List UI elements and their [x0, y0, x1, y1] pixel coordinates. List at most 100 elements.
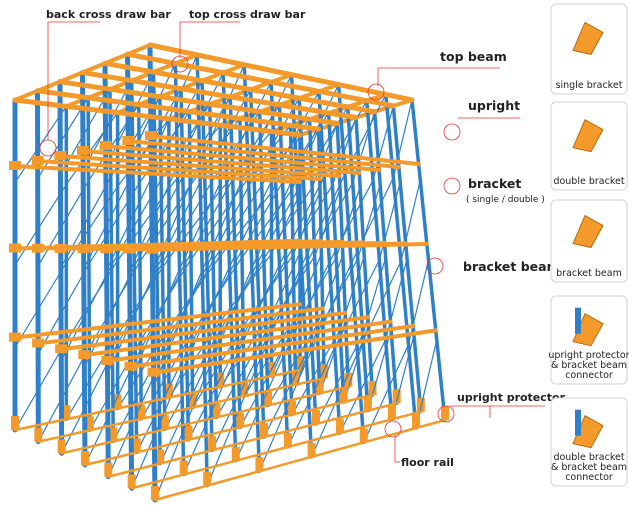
upright-protector [156, 449, 165, 464]
upright-protector [392, 389, 401, 404]
bracket [99, 141, 112, 150]
callout-line [47, 21, 100, 140]
floor-rail [37, 377, 326, 443]
upright-protector [137, 404, 146, 419]
bracket-beam [82, 315, 370, 358]
callout-label: bracket [468, 176, 521, 191]
bracing [178, 169, 227, 270]
floor-rail [83, 393, 374, 467]
bracing [151, 161, 201, 274]
part-label: double bracket [553, 452, 624, 463]
bracing [219, 130, 273, 192]
part-label: connector [565, 370, 613, 381]
bracing [350, 177, 394, 265]
bracket-beam [149, 134, 421, 166]
bracket [55, 344, 68, 354]
upright-protector [188, 393, 197, 408]
upright-protector [11, 416, 19, 430]
upright-protector [151, 486, 159, 500]
bracing [150, 54, 198, 160]
upright-protector [236, 413, 245, 428]
bracing [225, 81, 272, 171]
callout-label: back cross draw bar [46, 8, 171, 21]
upright-protector [208, 436, 217, 451]
floor-rail [130, 410, 423, 490]
upright-protector [291, 370, 300, 385]
bracing [339, 339, 387, 434]
part-label: connector [565, 472, 613, 483]
bracket [78, 350, 91, 360]
bracing [154, 80, 203, 171]
bracket-beam [126, 139, 401, 169]
bracket-beam [81, 149, 362, 175]
callout-line [450, 405, 545, 418]
floor-rail [153, 418, 447, 502]
callout-circle [171, 55, 189, 73]
part-label: double bracket [553, 176, 624, 187]
callout-circle [426, 257, 444, 275]
bracing [203, 88, 252, 174]
icon-shape [572, 214, 604, 249]
bracing [37, 180, 90, 267]
upright-protector [203, 471, 212, 486]
upright-protector [311, 409, 320, 424]
bracing [305, 262, 352, 362]
upright-protector [315, 379, 324, 394]
bracket [123, 244, 136, 254]
bracket [147, 367, 160, 377]
upright-protector [57, 439, 66, 454]
upright-protector [387, 405, 396, 420]
icon-blue [575, 307, 581, 334]
upright-protector [212, 403, 221, 418]
bracing [204, 267, 253, 379]
callout-circle [437, 405, 455, 423]
bracing [267, 324, 318, 406]
bracing [37, 97, 89, 180]
upright-protector [184, 425, 193, 440]
callout-circle [367, 83, 385, 101]
floor-rail [60, 385, 350, 455]
bracing [378, 181, 401, 261]
bracket [31, 243, 44, 253]
part-icon [572, 21, 604, 55]
bracing [211, 349, 262, 451]
bracket-beam [35, 159, 322, 181]
callout-circle [384, 420, 402, 438]
bracket [77, 244, 90, 254]
upright-protector [339, 388, 348, 402]
callout-label: floor rail [401, 456, 454, 469]
bracing [255, 265, 303, 371]
part-icon [572, 118, 604, 153]
bracing [400, 179, 421, 262]
icon-blue [575, 409, 581, 436]
bracket-beam [105, 319, 393, 363]
upright-protector [240, 382, 249, 397]
bracing [156, 172, 206, 269]
top-beam [102, 60, 378, 115]
callout-label: top cross draw bar [189, 8, 306, 21]
upright-protector [62, 405, 71, 420]
bracket-beam [13, 164, 302, 184]
upright-protector [85, 416, 94, 431]
callout-circle [443, 123, 461, 141]
bracket [145, 131, 157, 140]
bracing [328, 179, 374, 263]
bracing [232, 263, 281, 365]
bracket-beam [150, 242, 429, 252]
bracing [415, 339, 438, 429]
upright-protector [416, 397, 425, 412]
callouts: back cross draw bar top cross draw bar t… [39, 8, 566, 469]
bracing [278, 176, 325, 266]
part-label: & bracket beam [551, 360, 627, 371]
bracket-beam [128, 324, 416, 369]
icon-shape [572, 21, 604, 55]
upright-protector [288, 400, 296, 415]
rack [9, 42, 449, 503]
upright-protector [231, 446, 240, 461]
top-beam [57, 79, 340, 126]
bracing [201, 165, 249, 271]
part-icon [572, 214, 604, 249]
bracing [14, 183, 67, 266]
bracing [251, 169, 298, 269]
upright-protector [307, 442, 316, 457]
